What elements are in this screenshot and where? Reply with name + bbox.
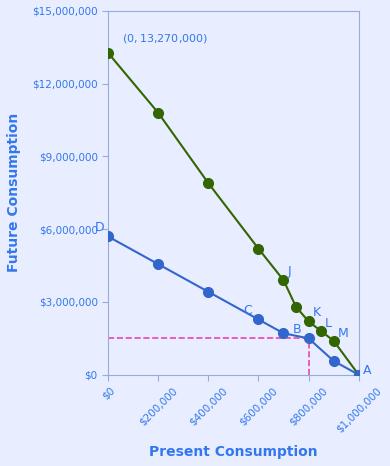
Text: L: L <box>325 317 332 330</box>
Text: B: B <box>292 323 301 336</box>
X-axis label: Present Consumption: Present Consumption <box>149 445 318 459</box>
Text: C: C <box>243 303 252 316</box>
Text: ($0,$13,270,000): ($0,$13,270,000) <box>122 32 208 45</box>
Text: D: D <box>94 220 104 233</box>
Y-axis label: Future Consumption: Future Consumption <box>7 113 21 273</box>
Text: J: J <box>287 265 291 278</box>
Text: K: K <box>312 307 321 319</box>
Text: M: M <box>337 327 348 340</box>
Text: A: A <box>362 363 371 377</box>
